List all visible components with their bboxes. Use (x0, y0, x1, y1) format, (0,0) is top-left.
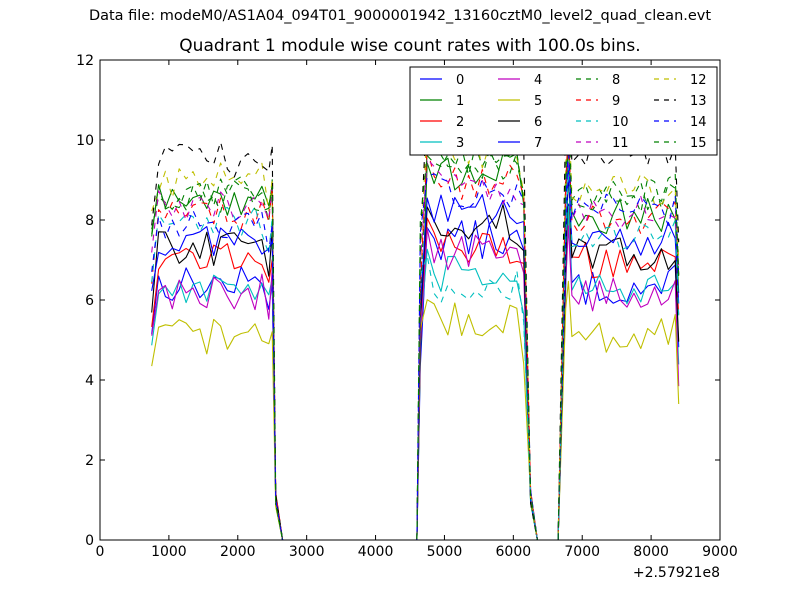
series-line-1 (151, 146, 680, 541)
x-tick-label: 2000 (220, 544, 256, 560)
y-tick-label: 6 (85, 293, 94, 309)
legend-label-9: 9 (612, 94, 620, 109)
x-tick-label: 9000 (702, 544, 738, 560)
legend-label-1: 1 (456, 94, 464, 109)
x-axis-offset-label: +2.57921e8 (633, 565, 720, 581)
x-tick-label: 7000 (564, 544, 600, 560)
series-line-9 (151, 126, 680, 541)
legend-label-13: 13 (690, 94, 707, 109)
legend-label-15: 15 (690, 136, 707, 151)
x-tick-label: 4000 (358, 544, 394, 560)
series-line-2 (151, 206, 680, 541)
y-tick-label: 10 (76, 133, 94, 149)
legend-label-5: 5 (534, 94, 542, 109)
y-tick-label: 12 (76, 53, 94, 69)
legend-label-4: 4 (534, 73, 542, 88)
y-tick-label: 0 (85, 533, 94, 549)
legend-label-2: 2 (456, 115, 464, 130)
axis-layer: 0 1000 2000 3000 4000 5000 6000 7000 8000 9000 0 2 4… (76, 53, 738, 581)
y-tick-label: 2 (85, 453, 94, 469)
legend-label-10: 10 (612, 115, 629, 130)
x-tick-label: 0 (96, 544, 105, 560)
chart-title: Quadrant 1 module wise count rates with … (179, 36, 641, 56)
x-tick-label: 1000 (151, 544, 187, 560)
series-line-10 (151, 165, 680, 541)
series-line-11 (151, 153, 680, 541)
legend-label-0: 0 (456, 73, 464, 88)
series-line-14 (151, 147, 680, 541)
legend-label-8: 8 (612, 73, 620, 88)
y-tick-label: 4 (85, 373, 94, 389)
x-tick-label: 8000 (633, 544, 669, 560)
legend-label-11: 11 (612, 136, 629, 151)
legend-box (409, 66, 718, 156)
series-line-5 (151, 280, 680, 541)
series-line-7 (151, 167, 680, 541)
x-tick-label: 6000 (496, 544, 532, 560)
legend-label-7: 7 (534, 136, 542, 151)
legend-label-12: 12 (690, 73, 707, 88)
x-tick-label: 5000 (427, 544, 463, 560)
series-line-3 (151, 205, 680, 541)
series-line-8 (151, 138, 680, 541)
x-tick-label: 3000 (289, 544, 325, 560)
legend-label-3: 3 (456, 136, 464, 151)
y-tick-label: 8 (85, 213, 94, 229)
legend-label-14: 14 (690, 115, 707, 130)
series-line-4 (151, 225, 680, 541)
figure-suptitle: Data file: modeM0/AS1A04_094T01_90000019… (88, 8, 712, 24)
legend-label-6: 6 (534, 115, 542, 130)
